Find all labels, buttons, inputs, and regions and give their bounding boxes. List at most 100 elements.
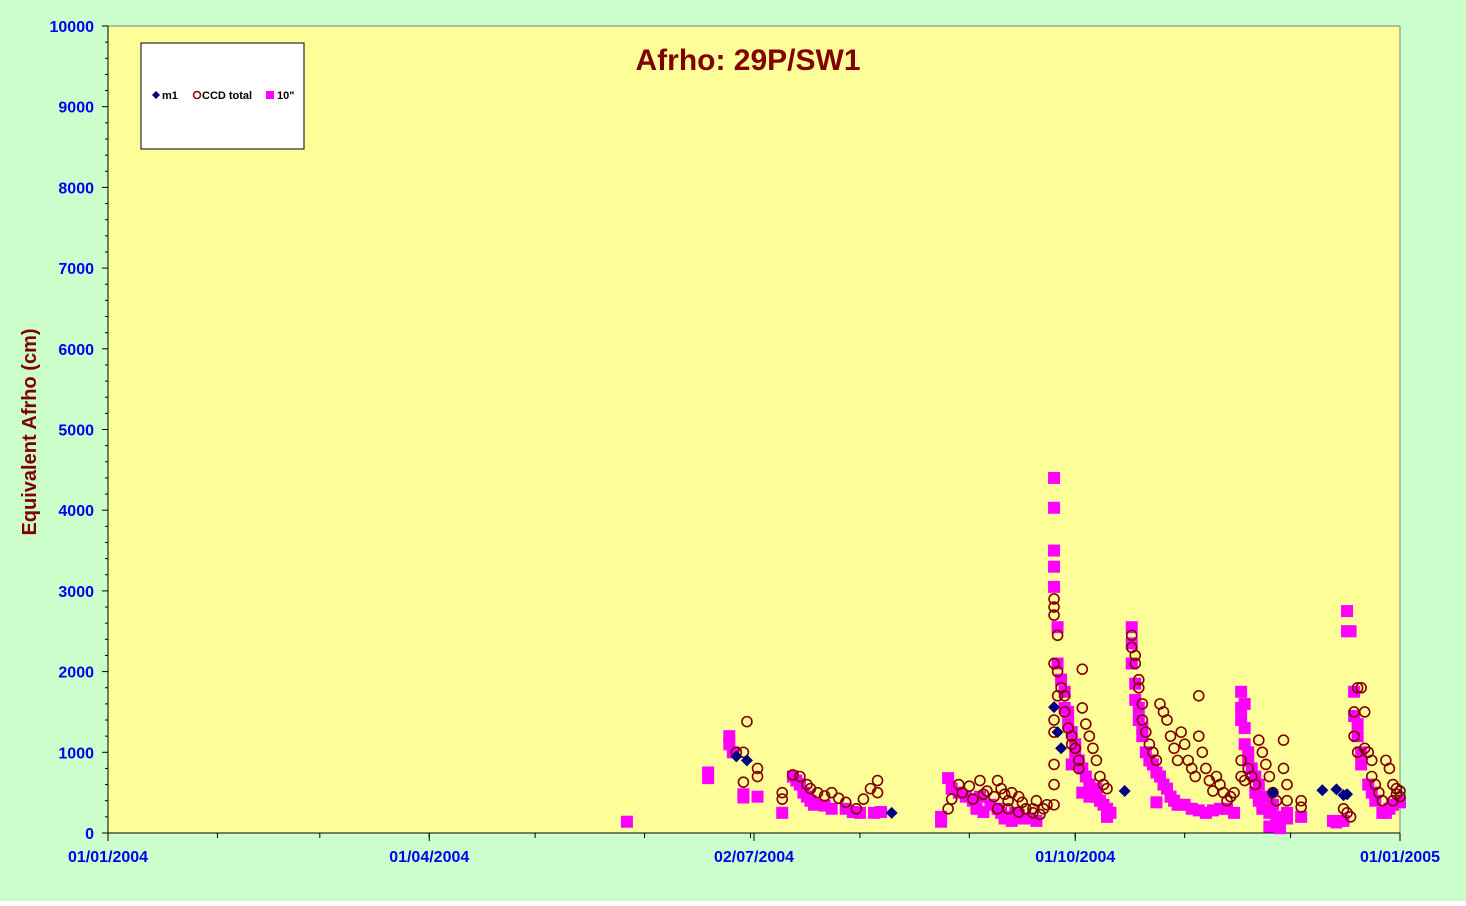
data-point-ccd-total xyxy=(1390,782,1403,795)
data-point-ccd-total xyxy=(1030,794,1043,807)
data-point-ccd-total xyxy=(751,762,764,775)
data-point-10arcsec xyxy=(1048,501,1061,514)
data-point-10arcsec xyxy=(1228,806,1241,819)
chart-title: Afrho: 29P/SW1 xyxy=(635,44,860,77)
data-point-10arcsec xyxy=(702,772,715,785)
data-point-m1 xyxy=(1118,785,1131,798)
y-tick-label: 3000 xyxy=(58,584,94,601)
data-point-10arcsec xyxy=(1150,796,1163,809)
data-point-m1 xyxy=(1048,701,1061,714)
data-point-10arcsec xyxy=(1065,758,1078,771)
data-point-ccd-total xyxy=(1252,734,1265,746)
data-point-ccd-total xyxy=(818,790,831,802)
data-point-ccd-total xyxy=(1058,690,1071,702)
data-point-10arcsec xyxy=(1048,544,1061,557)
data-point-ccd-total xyxy=(1295,801,1307,813)
data-point-ccd-total xyxy=(1365,754,1378,767)
x-tick-label: 01/10/2004 xyxy=(1035,849,1115,866)
data-point-ccd-total xyxy=(1132,681,1145,694)
data-point-ccd-total xyxy=(1348,730,1360,742)
data-point-ccd-total xyxy=(1048,609,1060,621)
data-point-ccd-total xyxy=(1065,730,1078,742)
data-point-ccd-total xyxy=(988,790,1000,803)
data-point-10arcsec xyxy=(1051,621,1064,634)
data-point-ccd-total xyxy=(1072,762,1085,775)
data-point-10arcsec xyxy=(1016,812,1029,825)
data-point-ccd-total xyxy=(811,786,824,799)
data-point-10arcsec xyxy=(935,810,948,823)
data-point-ccd-total xyxy=(1277,734,1290,746)
data-point-ccd-total xyxy=(776,786,789,799)
data-point-ccd-total xyxy=(1390,788,1403,801)
data-point-ccd-total xyxy=(1178,738,1191,751)
data-point-ccd-total xyxy=(945,793,958,805)
data-point-ccd-total xyxy=(942,802,954,815)
data-point-ccd-total xyxy=(1358,706,1371,718)
data-point-ccd-total xyxy=(1051,665,1064,678)
legend-label-m1: m1 xyxy=(162,90,178,102)
data-point-ccd-total xyxy=(787,769,799,781)
data-point-ccd-total xyxy=(1295,794,1307,807)
data-point-m1 xyxy=(1341,788,1354,801)
data-point-ccd-total xyxy=(871,786,884,799)
data-point-ccd-total xyxy=(1168,742,1180,755)
data-point-ccd-total xyxy=(1136,714,1149,726)
data-point-ccd-total xyxy=(1002,794,1014,807)
y-tick-label: 9000 xyxy=(58,100,94,117)
data-point-ccd-total xyxy=(1383,762,1396,775)
series-2 xyxy=(620,471,1406,835)
data-point-ccd-total xyxy=(741,715,753,728)
data-point-ccd-total xyxy=(1090,754,1103,767)
data-point-10arcsec xyxy=(1238,697,1251,710)
data-point-10arcsec xyxy=(1048,471,1061,484)
data-point-10arcsec xyxy=(1235,685,1248,698)
data-point-ccd-total xyxy=(1027,807,1039,819)
data-point-ccd-total xyxy=(1048,593,1060,605)
data-point-ccd-total xyxy=(1083,730,1096,742)
data-point-m1 xyxy=(1330,783,1343,796)
data-point-10arcsec xyxy=(1238,722,1251,735)
data-point-ccd-total xyxy=(1041,798,1053,811)
data-point-ccd-total xyxy=(1129,657,1142,670)
x-tick-label: 01/01/2004 xyxy=(68,849,148,866)
data-point-ccd-total xyxy=(1281,794,1293,807)
y-axis-title: Equivalent Afrho (cm) xyxy=(19,328,41,535)
data-point-10arcsec xyxy=(1341,605,1354,618)
y-tick-label: 10000 xyxy=(50,19,95,36)
data-point-ccd-total xyxy=(1189,770,1202,783)
data-point-ccd-total xyxy=(737,776,750,788)
data-point-ccd-total xyxy=(1228,786,1240,799)
data-point-ccd-total xyxy=(974,774,986,787)
data-point-ccd-total xyxy=(1256,746,1269,759)
x-tick-label: 02/07/2004 xyxy=(714,849,794,866)
data-point-ccd-total xyxy=(1355,681,1367,694)
x-tick-label: 01/01/2005 xyxy=(1360,849,1440,866)
legend-label-ccd-total: CCD total xyxy=(202,90,252,102)
data-point-m1 xyxy=(1266,786,1279,799)
series-0 xyxy=(730,701,1354,819)
data-point-ccd-total xyxy=(1351,681,1364,694)
data-point-m1 xyxy=(1316,784,1329,797)
y-tick-label: 7000 xyxy=(58,261,94,278)
data-point-ccd-total xyxy=(1048,778,1060,791)
data-point-10arcsec xyxy=(998,812,1011,825)
data-point-ccd-total xyxy=(1196,746,1209,759)
data-point-m1 xyxy=(730,750,743,763)
data-point-10arcsec xyxy=(751,790,764,803)
data-point-ccd-total xyxy=(1080,718,1092,730)
data-point-ccd-total xyxy=(1344,811,1357,823)
data-point-ccd-total xyxy=(995,782,1007,795)
data-point-ccd-total xyxy=(1016,796,1029,809)
data-point-10arcsec xyxy=(1273,822,1286,835)
data-point-ccd-total xyxy=(1235,754,1247,767)
series-1 xyxy=(730,593,1406,823)
data-point-ccd-total xyxy=(737,746,750,759)
data-point-ccd-total xyxy=(1048,758,1060,771)
data-point-ccd-total xyxy=(871,774,884,787)
data-point-ccd-total xyxy=(1129,649,1142,662)
data-point-m1 xyxy=(885,806,898,819)
data-point-ccd-total xyxy=(1140,726,1152,738)
data-point-10arcsec xyxy=(1125,621,1138,634)
data-point-ccd-total xyxy=(776,793,789,805)
